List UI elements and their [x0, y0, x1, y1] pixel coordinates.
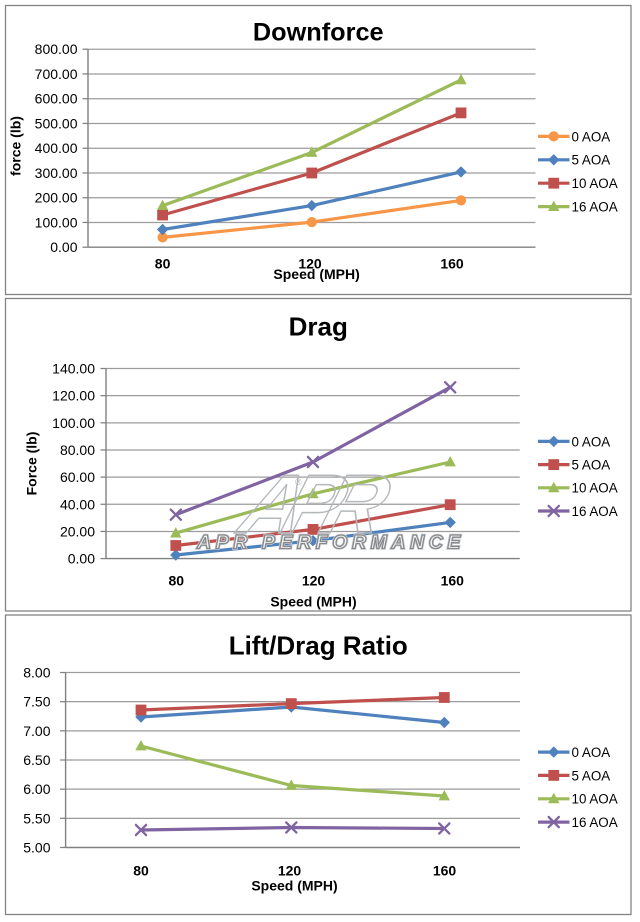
svg-text:120.00: 120.00	[52, 388, 95, 404]
svg-text:160: 160	[433, 863, 457, 879]
svg-text:140.00: 140.00	[52, 361, 95, 377]
svg-text:16 AOA: 16 AOA	[572, 815, 618, 830]
svg-text:100.00: 100.00	[52, 415, 95, 431]
svg-text:80: 80	[133, 863, 149, 879]
svg-text:300.00: 300.00	[35, 165, 78, 181]
svg-text:Downforce: Downforce	[253, 19, 384, 47]
svg-text:Speed (MPH): Speed (MPH)	[270, 594, 356, 610]
svg-text:800.00: 800.00	[35, 41, 78, 57]
svg-text:16 AOA: 16 AOA	[572, 504, 618, 519]
svg-text:0.00: 0.00	[68, 551, 95, 567]
svg-text:400.00: 400.00	[35, 140, 78, 156]
svg-text:10 AOA: 10 AOA	[572, 481, 618, 496]
svg-text:600.00: 600.00	[35, 91, 78, 107]
svg-text:0.00: 0.00	[50, 239, 77, 255]
svg-text:40.00: 40.00	[60, 496, 95, 512]
svg-text:10 AOA: 10 AOA	[572, 176, 618, 191]
svg-text:160: 160	[441, 573, 465, 589]
svg-text:100.00: 100.00	[35, 214, 78, 230]
svg-text:160: 160	[440, 256, 464, 272]
svg-text:0 AOA: 0 AOA	[572, 434, 611, 449]
svg-text:APR PERFORMANCE: APR PERFORMANCE	[196, 532, 463, 554]
svg-text:force (lb): force (lb)	[8, 116, 24, 176]
svg-text:10 AOA: 10 AOA	[572, 792, 618, 807]
svg-text:200.00: 200.00	[35, 190, 78, 206]
svg-text:60.00: 60.00	[60, 469, 95, 485]
svg-text:7.50: 7.50	[23, 694, 50, 710]
svg-text:5 AOA: 5 AOA	[572, 153, 611, 168]
svg-text:Force (lb): Force (lb)	[24, 432, 40, 496]
svg-text:20.00: 20.00	[60, 523, 95, 539]
svg-text:0 AOA: 0 AOA	[572, 745, 611, 760]
svg-text:5 AOA: 5 AOA	[572, 768, 611, 783]
svg-text:0 AOA: 0 AOA	[572, 129, 611, 144]
svg-text:6.50: 6.50	[23, 752, 50, 768]
svg-text:700.00: 700.00	[35, 66, 78, 82]
svg-text:5.50: 5.50	[23, 810, 50, 826]
svg-text:7.00: 7.00	[23, 723, 50, 739]
svg-text:Speed (MPH): Speed (MPH)	[273, 266, 359, 282]
svg-text:120: 120	[278, 863, 302, 879]
svg-text:5.00: 5.00	[23, 840, 50, 856]
svg-text:Drag: Drag	[289, 312, 348, 342]
svg-text:Speed (MPH): Speed (MPH)	[251, 878, 337, 894]
svg-text:5 AOA: 5 AOA	[572, 458, 611, 473]
svg-text:®: ®	[295, 477, 302, 487]
svg-text:80: 80	[169, 573, 185, 589]
svg-text:120: 120	[298, 256, 322, 272]
svg-text:80: 80	[155, 256, 171, 272]
svg-text:8.00: 8.00	[23, 665, 50, 681]
svg-text:Lift/Drag Ratio: Lift/Drag Ratio	[229, 631, 408, 661]
svg-text:80.00: 80.00	[60, 442, 95, 458]
svg-text:APR PERFORMANCE: APR PERFORMANCE	[196, 532, 463, 554]
svg-text:120: 120	[302, 573, 326, 589]
svg-text:16 AOA: 16 AOA	[572, 200, 618, 215]
svg-text:500.00: 500.00	[35, 115, 78, 131]
svg-text:6.00: 6.00	[23, 781, 50, 797]
